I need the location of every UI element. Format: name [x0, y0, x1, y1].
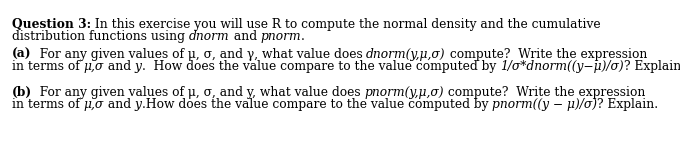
Text: y: y	[135, 60, 141, 73]
Text: in terms of: in terms of	[12, 98, 84, 111]
Text: .  How does the value compare to the value computed by: . How does the value compare to the valu…	[141, 60, 500, 73]
Text: For any given values of μ, σ, and γ, what value does: For any given values of μ, σ, and γ, wha…	[31, 48, 366, 61]
Text: dnorm: dnorm	[189, 30, 230, 43]
Text: dnorm(y,μ,σ): dnorm(y,μ,σ)	[366, 48, 445, 61]
Text: and: and	[104, 60, 135, 73]
Text: and: and	[230, 30, 260, 43]
Text: pnorm(y,μ,σ): pnorm(y,μ,σ)	[364, 86, 444, 99]
Text: distribution functions using: distribution functions using	[12, 30, 189, 43]
Text: ? Explain.: ? Explain.	[597, 98, 658, 111]
Text: μ,σ: μ,σ	[84, 98, 104, 111]
Text: (b): (b)	[12, 86, 32, 99]
Text: In this exercise you will use R to compute the normal density and the cumulative: In this exercise you will use R to compu…	[91, 18, 600, 31]
Text: 1/σ*dnorm((y−μ)/σ): 1/σ*dnorm((y−μ)/σ)	[500, 60, 624, 73]
Text: (a): (a)	[12, 48, 31, 61]
Text: For any given values of μ, σ, and y, what value does: For any given values of μ, σ, and y, wha…	[32, 86, 364, 99]
Text: Question 3:: Question 3:	[12, 18, 91, 31]
Text: in terms of: in terms of	[12, 60, 84, 73]
Text: pnorm((y − μ)/σ): pnorm((y − μ)/σ)	[492, 98, 597, 111]
Text: y: y	[135, 98, 141, 111]
Text: and: and	[104, 98, 135, 111]
Text: compute?  Write the expression: compute? Write the expression	[445, 48, 647, 61]
Text: ? Explain.: ? Explain.	[624, 60, 680, 73]
Text: μ,σ: μ,σ	[84, 60, 104, 73]
Text: pnorm: pnorm	[260, 30, 301, 43]
Text: .: .	[301, 30, 305, 43]
Text: .How does the value compare to the value computed by: .How does the value compare to the value…	[141, 98, 492, 111]
Text: compute?  Write the expression: compute? Write the expression	[444, 86, 645, 99]
